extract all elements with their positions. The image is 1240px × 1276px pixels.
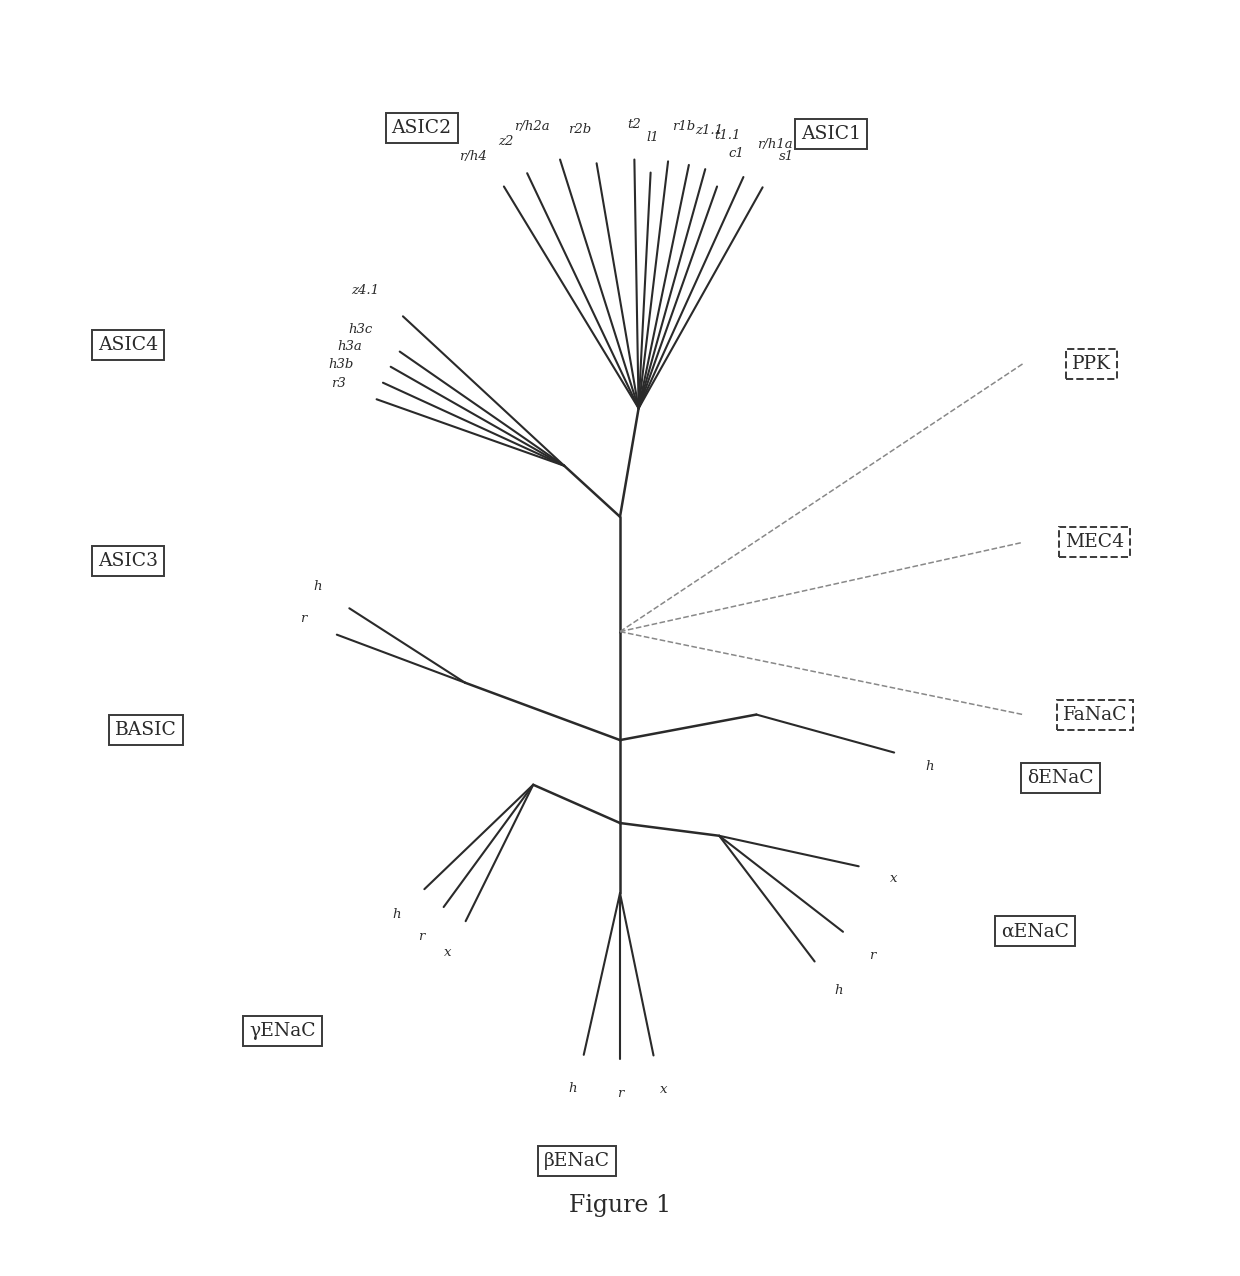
Text: r3: r3 (331, 378, 346, 390)
Text: ASIC4: ASIC4 (98, 336, 157, 353)
Text: Figure 1: Figure 1 (569, 1194, 671, 1217)
Text: s1: s1 (779, 149, 794, 163)
Text: βENaC: βENaC (543, 1152, 610, 1170)
Text: r: r (300, 612, 306, 625)
Text: r/h4: r/h4 (459, 149, 487, 162)
Text: δENaC: δENaC (1027, 769, 1094, 787)
Text: l1: l1 (646, 131, 658, 144)
Text: h: h (568, 1082, 577, 1095)
Text: ASIC1: ASIC1 (801, 125, 861, 143)
Text: γENaC: γENaC (249, 1022, 316, 1040)
Text: PPK: PPK (1071, 355, 1111, 373)
Text: c1: c1 (728, 147, 744, 160)
Text: r: r (616, 1087, 624, 1100)
Text: h: h (392, 909, 401, 921)
Text: BASIC: BASIC (115, 721, 177, 739)
Text: ASIC3: ASIC3 (98, 553, 157, 570)
Text: h: h (835, 984, 843, 997)
Text: x: x (444, 947, 451, 960)
Text: r/h1a: r/h1a (758, 139, 792, 152)
Text: z4.1: z4.1 (351, 285, 379, 297)
Text: r2b: r2b (568, 122, 591, 135)
Text: h3c: h3c (348, 323, 373, 336)
Text: t2: t2 (627, 119, 641, 131)
Text: αENaC: αENaC (1002, 923, 1069, 940)
Text: h: h (925, 759, 934, 773)
Text: r/h2a: r/h2a (515, 120, 551, 133)
Text: r: r (869, 949, 875, 962)
Text: z2: z2 (497, 135, 513, 148)
Text: ASIC2: ASIC2 (392, 119, 451, 137)
Text: r1b: r1b (672, 120, 696, 134)
Text: h3a: h3a (337, 341, 362, 353)
Text: h3b: h3b (329, 359, 353, 371)
Text: h: h (314, 581, 322, 593)
Text: x: x (660, 1083, 667, 1096)
Text: FaNaC: FaNaC (1063, 706, 1127, 723)
Text: z1.1: z1.1 (696, 124, 724, 138)
Text: x: x (890, 873, 898, 886)
Text: r: r (418, 929, 424, 943)
Text: t1.1: t1.1 (714, 129, 740, 142)
Text: MEC4: MEC4 (1065, 533, 1125, 551)
